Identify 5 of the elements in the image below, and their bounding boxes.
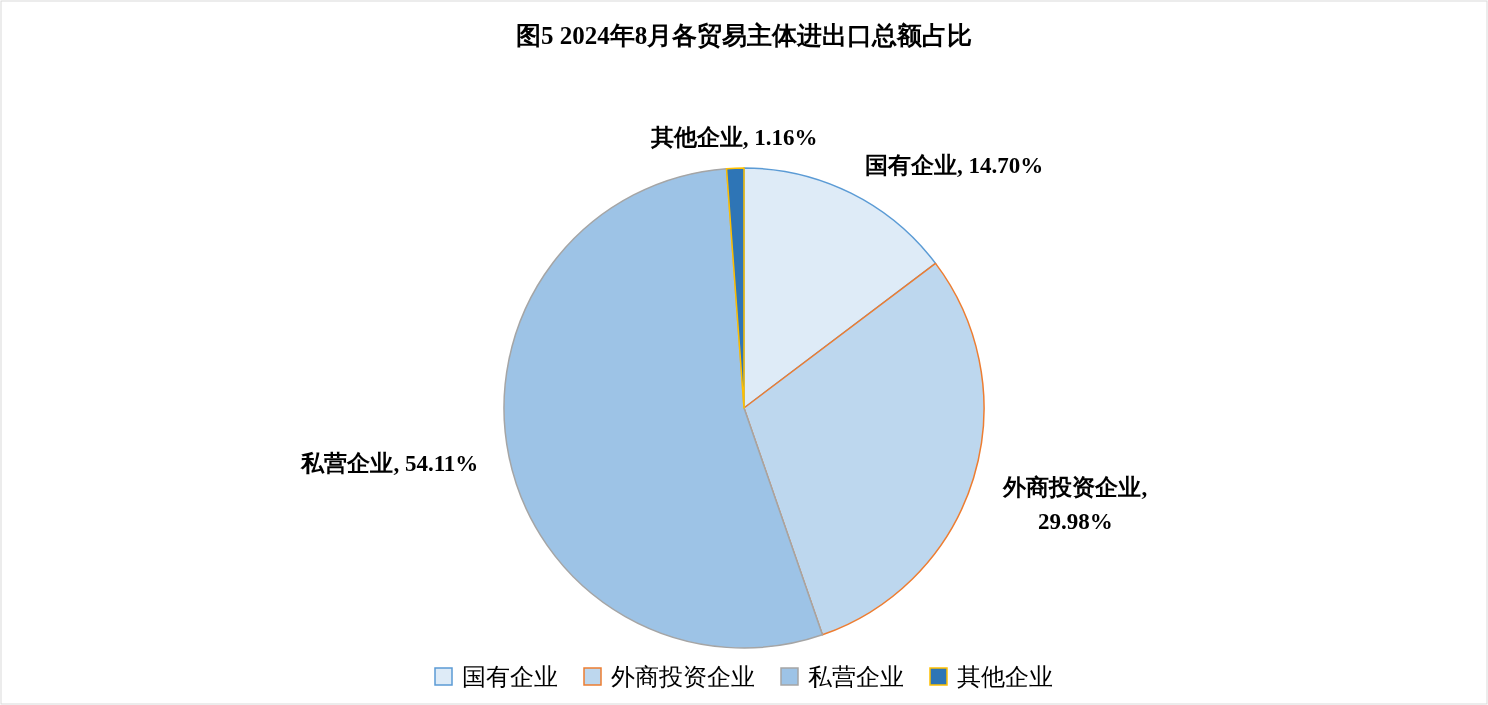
legend-label: 私营企业 [808,664,904,690]
legend-label: 其他企业 [957,664,1053,690]
legend-label: 国有企业 [462,664,558,690]
legend-label: 外商投资企业 [611,664,755,690]
title: 图5 2024年8月各贸易主体进出口总额占比 [515,22,973,49]
